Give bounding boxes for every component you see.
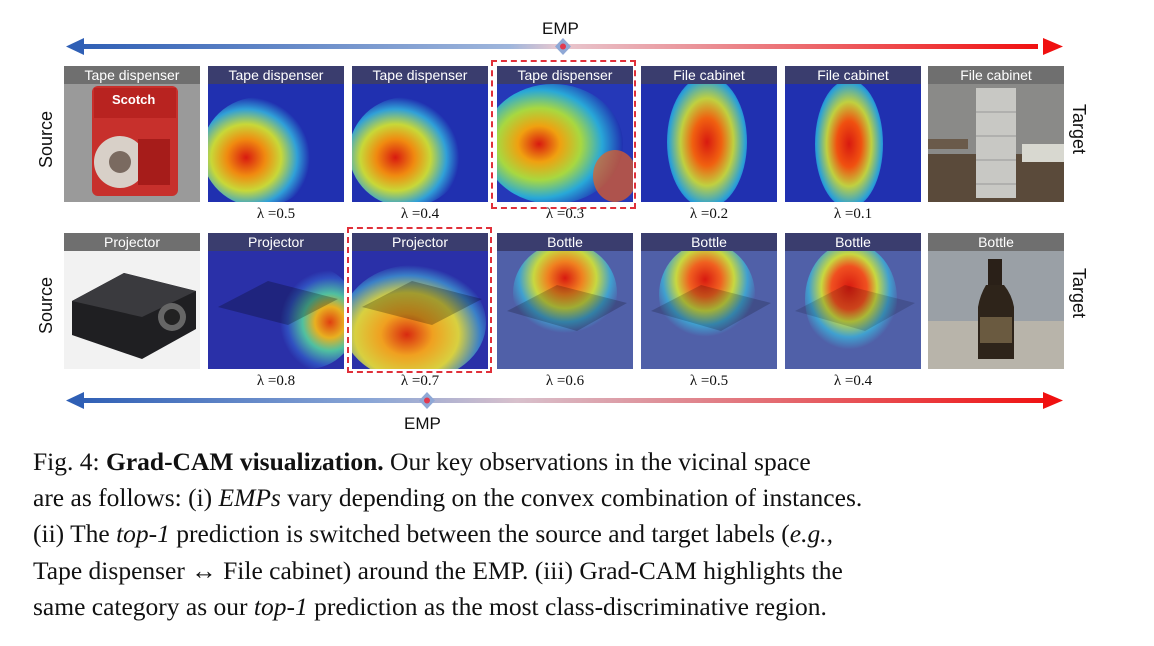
top-lambda-arrow <box>66 38 1063 55</box>
row1-target-tile: File cabinet <box>928 66 1064 226</box>
caption-text: prediction as the most class-discriminat… <box>307 591 827 621</box>
tile-label: Bottle <box>928 233 1064 251</box>
caption-text: same category as our <box>33 591 254 621</box>
row1-source-tile: Tape dispenser Scotch <box>64 66 200 226</box>
tile-label: File cabinet <box>785 66 921 84</box>
caption-italic: e.g., <box>789 519 833 549</box>
caption-line-4: Tape dispenser ↔ File cabinet) around th… <box>33 553 1123 589</box>
grad-cam-heatmap <box>497 84 633 202</box>
caption-text: vary depending on the convex combination… <box>280 483 863 513</box>
lambda-value: λ =0.3 <box>545 206 585 222</box>
lambda-value: λ =0.7 <box>400 373 440 389</box>
grad-cam-heatmap <box>352 251 488 369</box>
row2-cam-tile-2: Projector λ =0.7 <box>352 233 488 393</box>
grad-cam-heatmap <box>785 84 921 202</box>
row1-cam-tile-3: Tape dispenser λ =0.3 <box>497 66 633 226</box>
row2-emp-highlight <box>347 227 492 373</box>
tile-label: File cabinet <box>928 66 1064 84</box>
row1-target-label: Target <box>1069 104 1089 155</box>
tile-label: Tape dispenser <box>497 66 633 84</box>
caption-title: Grad-CAM visualization. <box>105 447 384 476</box>
grad-cam-heatmap <box>208 84 344 202</box>
tile-label: Bottle <box>641 233 777 251</box>
grad-cam-heatmap <box>208 251 344 369</box>
row2-target-tile: Bottle <box>928 233 1064 393</box>
row1-cam-tile-2: Tape dispenser λ =0.4 <box>352 66 488 226</box>
caption-text: Tape dispenser ↔ File cabinet) around th… <box>33 555 843 585</box>
bottom-lambda-arrow <box>66 392 1063 409</box>
grad-cam-heatmap <box>352 84 488 202</box>
row1-cam-tile-5: File cabinet λ =0.1 <box>785 66 921 226</box>
row1-emp-highlight <box>491 60 636 209</box>
file-cabinet-photo <box>928 84 1064 202</box>
bottle-photo <box>928 251 1064 369</box>
caption-line-5: same category as our top-1 prediction as… <box>33 589 1123 625</box>
top-emp-label: EMP <box>542 19 579 38</box>
caption-italic: EMPs <box>218 483 281 513</box>
figure-caption: Fig. 4: Grad-CAM visualization. Our key … <box>33 444 1123 625</box>
row1-cam-tile-1: Tape dispenser λ =0.5 <box>208 66 344 226</box>
lambda-value: λ =0.4 <box>833 373 873 389</box>
caption-italic: top-1 <box>253 591 308 621</box>
tile-label: File cabinet <box>641 66 777 84</box>
grad-cam-heatmap <box>641 84 777 202</box>
row2-cam-tile-3: Bottle λ =0.6 <box>497 233 633 393</box>
caption-text: prediction is switched between the sourc… <box>169 519 790 549</box>
tile-label: Projector <box>352 233 488 251</box>
lambda-value: λ =0.5 <box>256 206 296 222</box>
tile-label: Bottle <box>785 233 921 251</box>
lambda-value: λ =0.1 <box>833 206 873 222</box>
projector-photo <box>64 251 200 369</box>
tile-label: Projector <box>64 233 200 251</box>
row2-source-label: Source <box>36 276 56 334</box>
row2-cam-tile-5: Bottle λ =0.4 <box>785 233 921 393</box>
bottom-emp-label: EMP <box>404 414 441 433</box>
lambda-value: λ =0.8 <box>256 373 296 389</box>
grad-cam-heatmap <box>641 251 777 369</box>
caption-text: (ii) The <box>33 519 117 549</box>
tile-label: Tape dispenser <box>208 66 344 84</box>
caption-text: are as follows: (i) <box>33 483 219 513</box>
caption-italic: top-1 <box>116 519 170 549</box>
grad-cam-heatmap <box>785 251 921 369</box>
caption-line-1: Fig. 4: Grad-CAM visualization. Our key … <box>33 444 1123 480</box>
caption-line-3: (ii) The top-1 prediction is switched be… <box>33 516 1123 552</box>
tile-label: Bottle <box>497 233 633 251</box>
row1-cam-tile-4: File cabinet λ =0.2 <box>641 66 777 226</box>
lambda-value: λ =0.5 <box>689 373 729 389</box>
grad-cam-figure: EMP EMP Source Target Source Target Tape… <box>36 19 1089 433</box>
lambda-value: λ =0.4 <box>400 206 440 222</box>
lambda-value: λ =0.2 <box>689 206 729 222</box>
caption-fig-number: Fig. 4: <box>33 447 106 476</box>
tile-label: Tape dispenser <box>64 66 200 84</box>
grad-cam-heatmap <box>497 251 633 369</box>
tape-dispenser-photo: Scotch <box>64 84 200 202</box>
row2-cam-tile-4: Bottle λ =0.5 <box>641 233 777 393</box>
row2-cam-tile-1: Projector λ =0.8 <box>208 233 344 393</box>
lambda-value: λ =0.6 <box>545 373 585 389</box>
svg-text:Scotch: Scotch <box>112 92 155 107</box>
caption-line-2: are as follows: (i) EMPs vary depending … <box>33 480 1123 516</box>
caption-text: Our key observations in the vicinal spac… <box>383 447 811 476</box>
row2-target-label: Target <box>1069 268 1089 319</box>
tile-label: Projector <box>208 233 344 251</box>
row2-source-tile: Projector <box>64 233 200 393</box>
tile-label: Tape dispenser <box>352 66 488 84</box>
row1-source-label: Source <box>36 110 56 168</box>
